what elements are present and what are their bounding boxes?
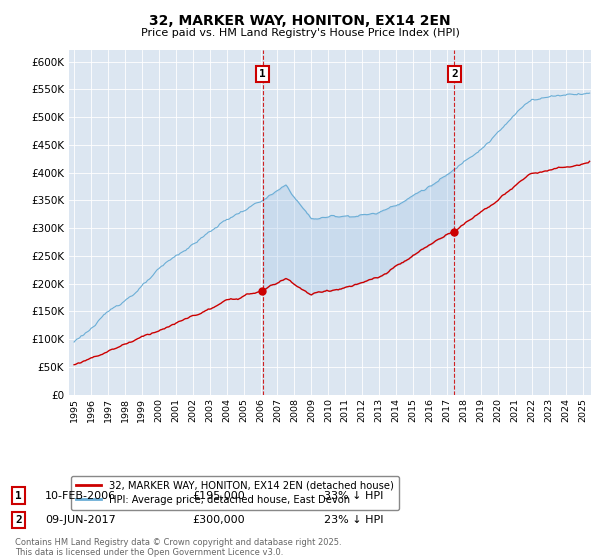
Text: 09-JUN-2017: 09-JUN-2017	[45, 515, 116, 525]
Text: 2: 2	[451, 69, 458, 79]
Text: 23% ↓ HPI: 23% ↓ HPI	[324, 515, 383, 525]
Text: 1: 1	[15, 491, 22, 501]
Text: 33% ↓ HPI: 33% ↓ HPI	[324, 491, 383, 501]
Text: 32, MARKER WAY, HONITON, EX14 2EN: 32, MARKER WAY, HONITON, EX14 2EN	[149, 14, 451, 28]
Text: 1: 1	[259, 69, 266, 79]
Text: Contains HM Land Registry data © Crown copyright and database right 2025.
This d: Contains HM Land Registry data © Crown c…	[15, 538, 341, 557]
Text: £195,000: £195,000	[192, 491, 245, 501]
Legend: 32, MARKER WAY, HONITON, EX14 2EN (detached house), HPI: Average price, detached: 32, MARKER WAY, HONITON, EX14 2EN (detac…	[71, 475, 399, 510]
Text: 2: 2	[15, 515, 22, 525]
Text: Price paid vs. HM Land Registry's House Price Index (HPI): Price paid vs. HM Land Registry's House …	[140, 28, 460, 38]
Text: 10-FEB-2006: 10-FEB-2006	[45, 491, 116, 501]
Text: £300,000: £300,000	[192, 515, 245, 525]
